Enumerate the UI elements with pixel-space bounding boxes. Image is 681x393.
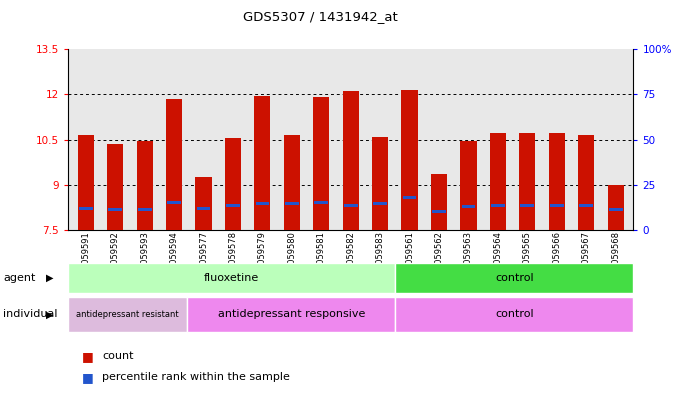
Bar [315, 201, 328, 204]
Text: percentile rank within the sample: percentile rank within the sample [102, 372, 290, 382]
Bar [226, 204, 240, 207]
Text: agent: agent [3, 273, 36, 283]
Bar [550, 204, 564, 207]
Bar [372, 136, 388, 230]
Text: antidepressant resistant: antidepressant resistant [76, 310, 179, 319]
Bar [490, 134, 506, 230]
Bar [137, 141, 153, 230]
Bar [285, 202, 299, 205]
Bar [187, 297, 396, 332]
Bar [609, 208, 622, 211]
Bar [519, 134, 535, 230]
Text: fluoxetine: fluoxetine [204, 273, 259, 283]
Bar [580, 204, 593, 207]
Bar [402, 90, 417, 230]
Text: GDS5307 / 1431942_at: GDS5307 / 1431942_at [242, 10, 398, 23]
Bar [396, 263, 633, 293]
Bar [284, 135, 300, 230]
Bar [313, 97, 330, 230]
Bar [138, 208, 152, 211]
Bar [344, 204, 358, 207]
Text: ▶: ▶ [46, 309, 54, 320]
Text: individual: individual [3, 309, 58, 320]
Bar [255, 202, 269, 205]
Bar [78, 135, 94, 230]
Bar [343, 91, 359, 230]
Bar [431, 174, 447, 230]
Bar [108, 208, 122, 211]
Bar [107, 144, 123, 230]
Bar [166, 99, 183, 230]
Bar [396, 297, 633, 332]
Bar [460, 141, 477, 230]
Bar [254, 96, 270, 230]
Bar [462, 205, 475, 208]
Bar [68, 263, 396, 293]
Bar [168, 201, 181, 204]
Bar [578, 135, 595, 230]
Text: control: control [495, 273, 534, 283]
Bar [491, 204, 505, 207]
Text: ■: ■ [82, 371, 93, 384]
Bar [197, 207, 210, 210]
Bar [402, 196, 417, 199]
Text: ■: ■ [82, 350, 93, 363]
Text: antidepressant responsive: antidepressant responsive [217, 309, 365, 320]
Bar [373, 202, 387, 205]
Text: control: control [495, 309, 534, 320]
Bar [520, 204, 534, 207]
Bar [549, 134, 565, 230]
Bar [432, 210, 446, 213]
Bar [68, 297, 187, 332]
Text: ▶: ▶ [46, 273, 54, 283]
Text: count: count [102, 351, 133, 362]
Bar [79, 207, 93, 210]
Bar [225, 138, 241, 230]
Bar [195, 177, 212, 230]
Bar [607, 185, 624, 230]
